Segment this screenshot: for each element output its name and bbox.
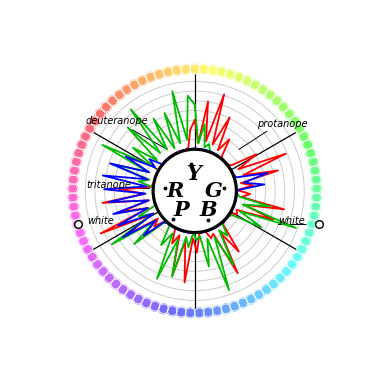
Text: protanope: protanope bbox=[257, 119, 307, 129]
Circle shape bbox=[297, 245, 307, 254]
Circle shape bbox=[221, 304, 231, 314]
Circle shape bbox=[238, 298, 248, 308]
Circle shape bbox=[98, 266, 108, 276]
Circle shape bbox=[81, 132, 90, 141]
Circle shape bbox=[181, 64, 191, 74]
Circle shape bbox=[101, 102, 111, 112]
Circle shape bbox=[172, 65, 182, 75]
Circle shape bbox=[312, 184, 321, 194]
Circle shape bbox=[150, 301, 160, 311]
Circle shape bbox=[269, 279, 279, 289]
Circle shape bbox=[95, 109, 105, 119]
Circle shape bbox=[287, 260, 297, 269]
Text: white: white bbox=[279, 216, 305, 226]
Circle shape bbox=[290, 116, 299, 126]
Circle shape bbox=[168, 306, 177, 316]
Circle shape bbox=[68, 175, 78, 184]
Circle shape bbox=[311, 202, 321, 211]
Circle shape bbox=[130, 80, 139, 90]
Circle shape bbox=[185, 308, 195, 318]
Circle shape bbox=[77, 140, 87, 150]
Circle shape bbox=[307, 219, 317, 229]
Circle shape bbox=[303, 140, 312, 150]
Circle shape bbox=[304, 228, 314, 238]
Circle shape bbox=[308, 157, 318, 167]
Circle shape bbox=[261, 285, 271, 294]
Circle shape bbox=[312, 193, 321, 203]
Circle shape bbox=[87, 252, 97, 262]
Text: deuteranope: deuteranope bbox=[86, 116, 149, 126]
Circle shape bbox=[199, 64, 209, 74]
Circle shape bbox=[250, 80, 260, 90]
Circle shape bbox=[142, 298, 151, 308]
Circle shape bbox=[108, 96, 117, 105]
Text: B: B bbox=[200, 200, 217, 220]
Circle shape bbox=[230, 301, 239, 311]
Circle shape bbox=[163, 67, 173, 77]
Circle shape bbox=[133, 294, 143, 304]
Circle shape bbox=[301, 236, 311, 246]
Circle shape bbox=[146, 72, 155, 82]
Circle shape bbox=[306, 148, 316, 158]
Circle shape bbox=[272, 96, 282, 105]
Circle shape bbox=[195, 308, 204, 318]
Circle shape bbox=[311, 175, 321, 184]
Circle shape bbox=[295, 124, 304, 133]
Circle shape bbox=[79, 236, 89, 246]
Circle shape bbox=[83, 245, 92, 254]
Text: tritanope: tritanope bbox=[86, 180, 131, 190]
Circle shape bbox=[85, 124, 95, 133]
Circle shape bbox=[265, 90, 275, 100]
Circle shape bbox=[285, 109, 294, 119]
Circle shape bbox=[225, 70, 235, 79]
Circle shape bbox=[122, 85, 131, 94]
Circle shape bbox=[234, 72, 244, 82]
Circle shape bbox=[276, 273, 285, 283]
Text: white: white bbox=[87, 216, 114, 226]
Circle shape bbox=[115, 90, 124, 100]
Circle shape bbox=[69, 202, 79, 211]
Circle shape bbox=[68, 193, 78, 203]
Circle shape bbox=[242, 76, 252, 85]
Circle shape bbox=[203, 307, 213, 317]
Circle shape bbox=[118, 285, 128, 294]
Circle shape bbox=[73, 219, 82, 229]
Circle shape bbox=[299, 132, 309, 141]
Circle shape bbox=[190, 64, 200, 74]
Circle shape bbox=[246, 294, 256, 304]
Circle shape bbox=[138, 76, 147, 85]
Text: G: G bbox=[205, 181, 223, 201]
Circle shape bbox=[105, 273, 114, 283]
Circle shape bbox=[71, 157, 81, 167]
Circle shape bbox=[258, 85, 268, 94]
Circle shape bbox=[90, 116, 100, 126]
Circle shape bbox=[70, 166, 79, 175]
Circle shape bbox=[310, 166, 320, 175]
Circle shape bbox=[70, 211, 80, 220]
Circle shape bbox=[68, 184, 78, 194]
Circle shape bbox=[217, 67, 226, 77]
Circle shape bbox=[212, 306, 222, 316]
Text: P: P bbox=[173, 200, 189, 220]
Circle shape bbox=[74, 148, 84, 158]
Circle shape bbox=[75, 228, 85, 238]
Circle shape bbox=[292, 252, 302, 262]
Circle shape bbox=[111, 279, 121, 289]
Circle shape bbox=[154, 70, 164, 79]
Circle shape bbox=[159, 304, 168, 314]
Circle shape bbox=[309, 211, 319, 220]
Circle shape bbox=[176, 307, 186, 317]
Text: R: R bbox=[167, 181, 184, 201]
Text: Y: Y bbox=[187, 164, 202, 184]
Circle shape bbox=[153, 149, 236, 232]
Circle shape bbox=[282, 266, 291, 276]
Circle shape bbox=[93, 260, 102, 269]
Circle shape bbox=[126, 290, 135, 299]
Circle shape bbox=[254, 290, 264, 299]
Circle shape bbox=[208, 65, 218, 75]
Circle shape bbox=[279, 102, 288, 112]
